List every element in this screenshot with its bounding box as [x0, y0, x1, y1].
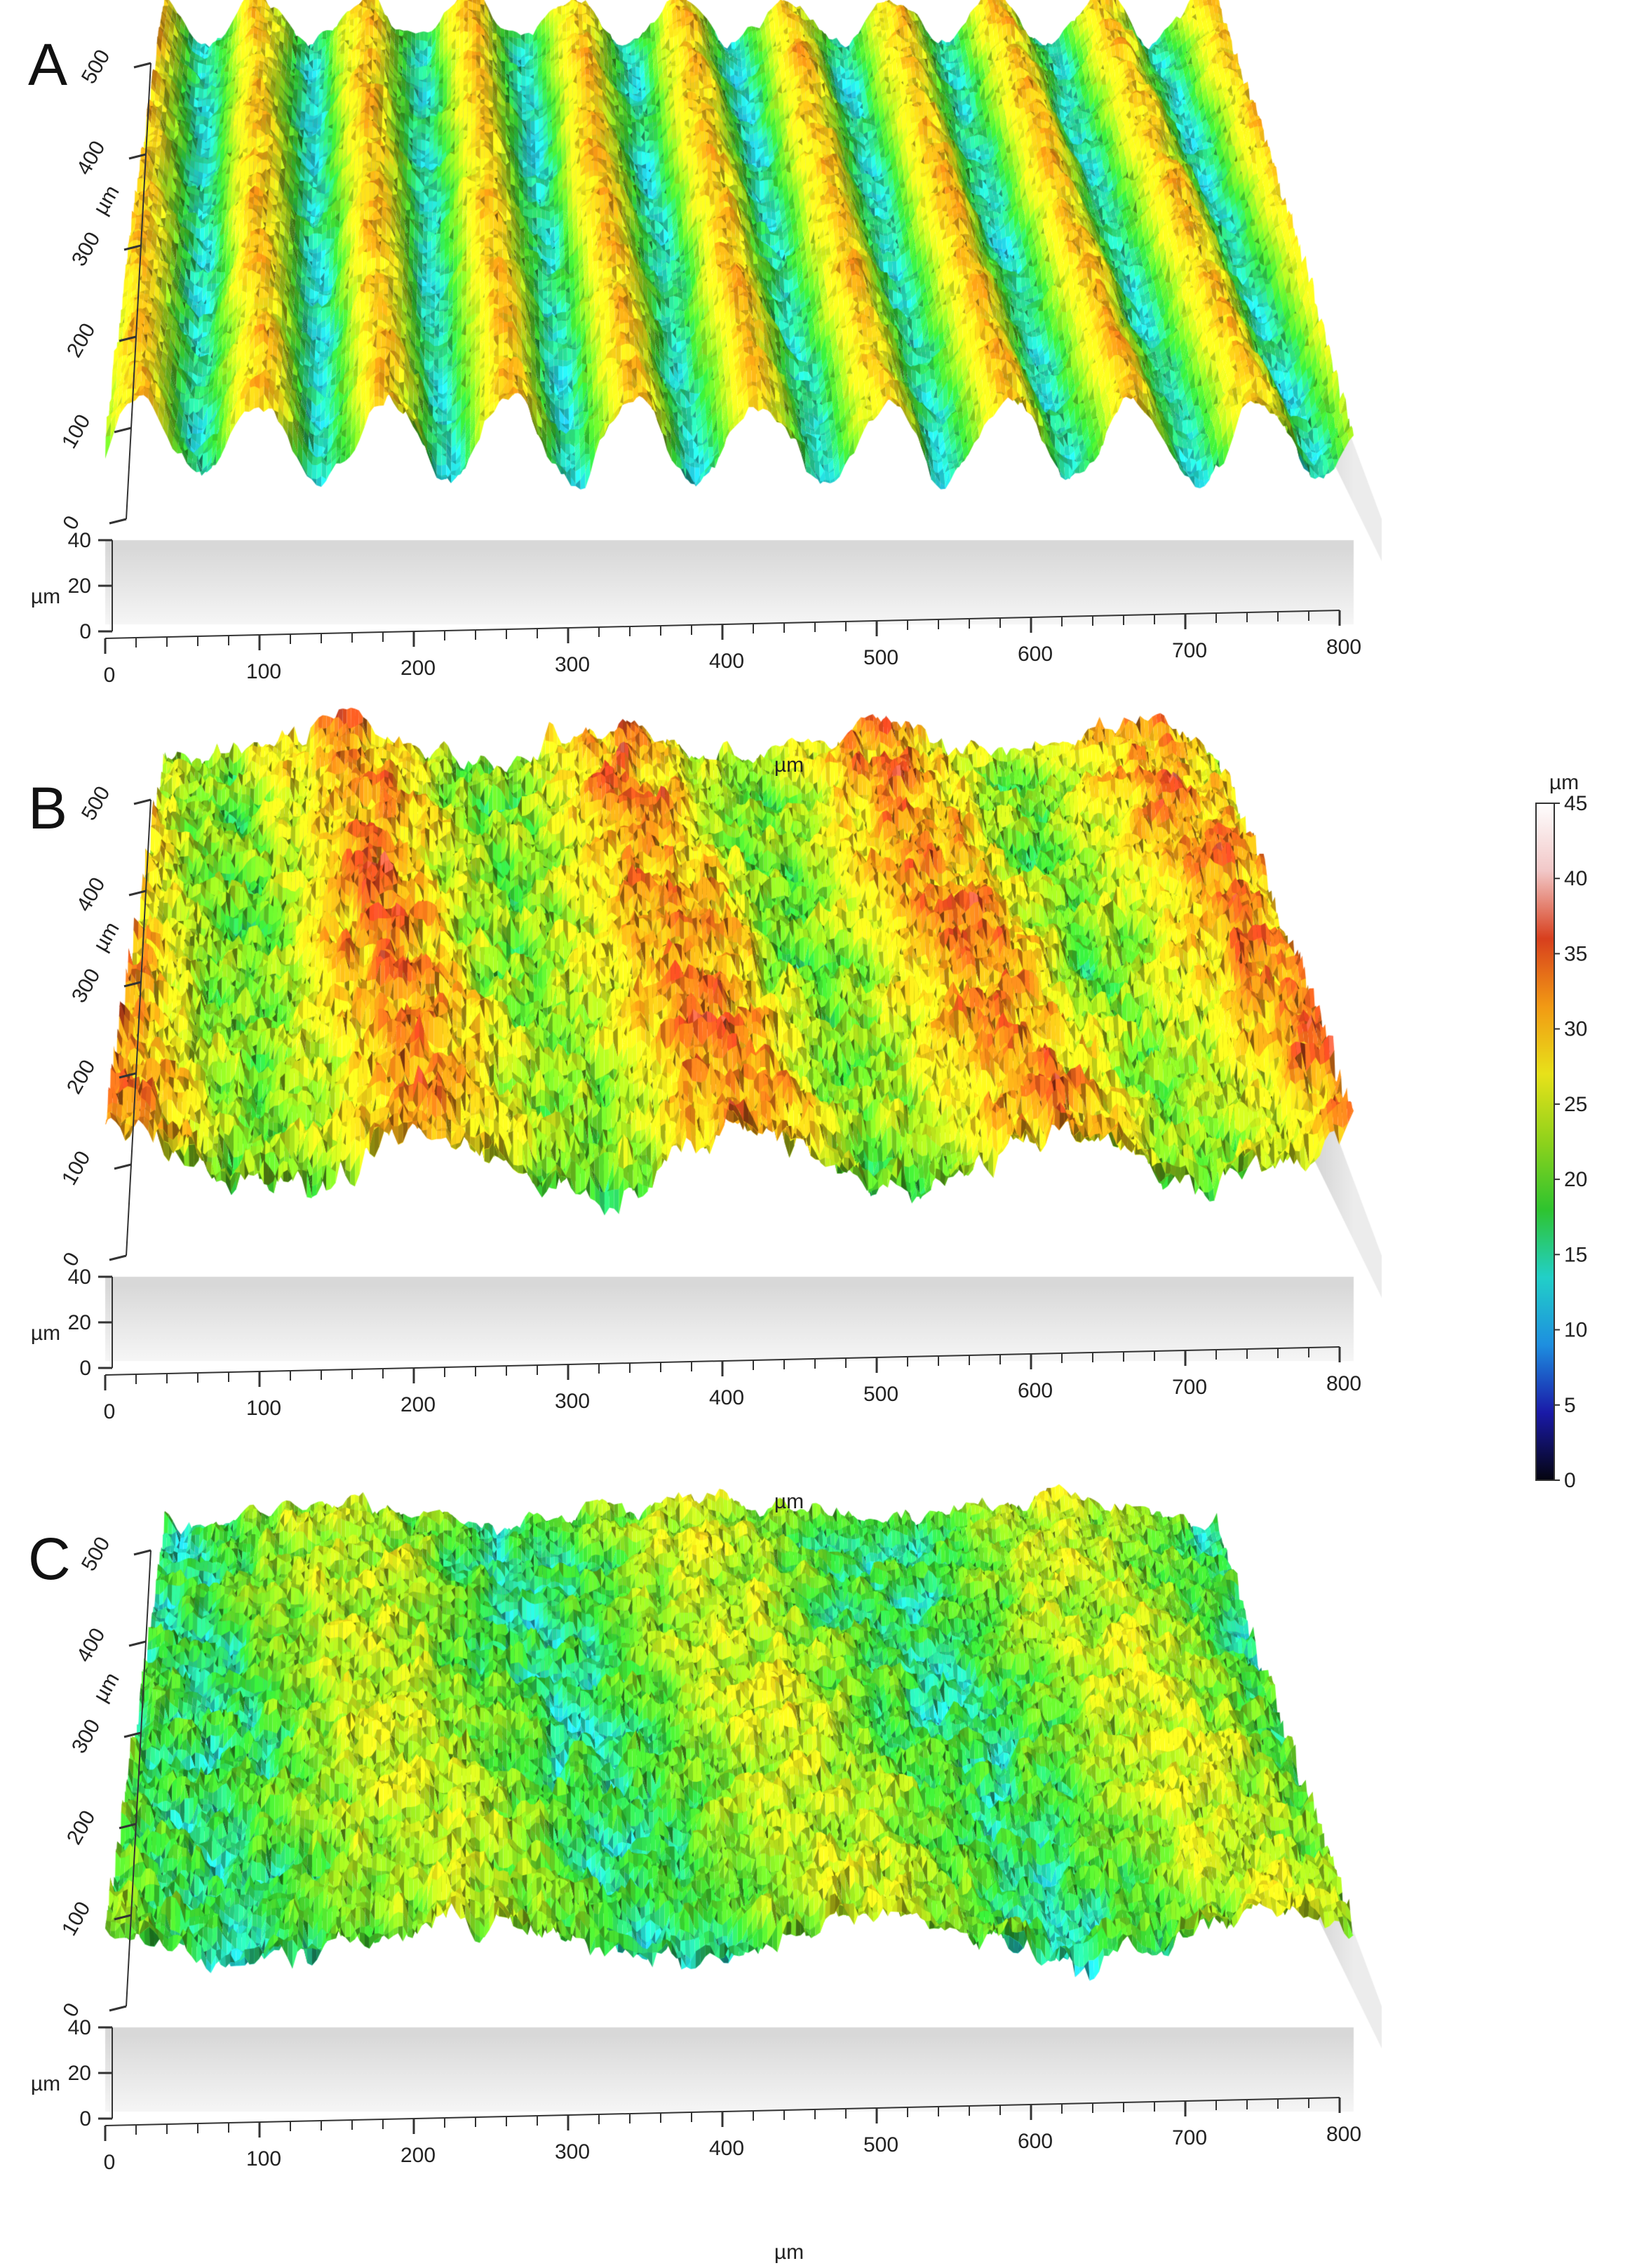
- y-tick-0: [109, 2005, 127, 2012]
- x-tick-label-400: 400: [709, 2137, 744, 2160]
- x-tick-label-500: 500: [863, 1383, 898, 1406]
- x-axis-label: µm: [774, 1490, 804, 1513]
- y-axis-line: [126, 799, 151, 1256]
- x-tick-label-500: 500: [863, 2133, 898, 2156]
- z-tick-label-20: 20: [68, 575, 91, 598]
- y-tick-label-500: 500: [77, 782, 115, 824]
- x-tick-label-600: 600: [1018, 643, 1053, 666]
- y-axis-label: µm: [89, 182, 124, 219]
- x-tick-label-0: 0: [104, 1400, 116, 1423]
- y-tick-500: [133, 62, 151, 69]
- y-axis-line: [126, 1550, 151, 2007]
- colorbar-tick-label-15: 15: [1564, 1243, 1587, 1266]
- x-tick-label-100: 100: [246, 660, 281, 683]
- y-tick-100: [114, 1914, 132, 1921]
- y-tick-500: [133, 798, 151, 805]
- y-tick-label-200: 200: [62, 1056, 100, 1098]
- x-axis-label: µm: [774, 2241, 804, 2264]
- panel-label-b: B: [28, 775, 68, 841]
- y-tick-label-400: 400: [72, 1624, 110, 1666]
- colorbar-tick-label-25: 25: [1564, 1093, 1587, 1116]
- x-tick-label-400: 400: [709, 1386, 744, 1409]
- y-tick-100: [114, 1163, 132, 1170]
- x-tick-label-100: 100: [246, 1397, 281, 1420]
- z-tick-label-40: 40: [68, 2016, 91, 2039]
- x-tick-label-300: 300: [555, 1390, 590, 1413]
- y-tick-400: [128, 1640, 147, 1647]
- y-tick-300: [123, 981, 142, 988]
- colorbar-unit-label: µm: [1549, 771, 1579, 794]
- colorbar-tick-label-40: 40: [1564, 867, 1587, 890]
- y-tick-label-300: 300: [67, 1715, 105, 1757]
- x-tick-label-100: 100: [246, 2147, 281, 2170]
- y-tick-label-100: 100: [58, 1147, 95, 1189]
- x-tick-label-800: 800: [1326, 1372, 1361, 1395]
- colorbar-tick-label-5: 5: [1564, 1394, 1576, 1417]
- x-tick-label-600: 600: [1018, 1379, 1053, 1402]
- y-tick-label-100: 100: [58, 1898, 95, 1940]
- y-tick-200: [119, 335, 137, 342]
- colorbar-tick-label-45: 45: [1564, 792, 1587, 815]
- y-tick-label-400: 400: [72, 137, 110, 179]
- y-axis-label: µm: [89, 918, 124, 955]
- z-tick-label-0: 0: [79, 620, 91, 643]
- x-tick-label-700: 700: [1172, 639, 1207, 662]
- colorbar-tick-label-20: 20: [1564, 1168, 1587, 1191]
- y-tick-300: [123, 1731, 142, 1738]
- z-tick-label-20: 20: [68, 1311, 91, 1334]
- colorbar-tick-label-0: 0: [1564, 1469, 1576, 1492]
- y-tick-0: [109, 1254, 127, 1261]
- x-tick-label-500: 500: [863, 646, 898, 669]
- panel-label-c: C: [28, 1526, 71, 1592]
- z-tick-label-0: 0: [79, 2107, 91, 2131]
- y-tick-200: [119, 1823, 137, 1830]
- y-tick-label-400: 400: [72, 873, 110, 915]
- y-tick-400: [128, 153, 147, 160]
- x-axis-label: µm: [774, 753, 804, 777]
- z-axis-label: µm: [31, 585, 60, 608]
- y-axis-line: [126, 62, 151, 520]
- x-tick-label-700: 700: [1172, 2126, 1207, 2149]
- y-tick-label-200: 200: [62, 1806, 100, 1848]
- y-tick-300: [123, 244, 142, 251]
- colorbar: [1535, 803, 1555, 1481]
- y-tick-label-100: 100: [58, 410, 95, 452]
- y-axis-label: µm: [89, 1669, 124, 1706]
- y-tick-400: [128, 890, 147, 897]
- x-tick-label-800: 800: [1326, 2123, 1361, 2146]
- x-tick-label-0: 0: [104, 664, 116, 687]
- x-tick-label-200: 200: [400, 1393, 436, 1416]
- colorbar-tick-label-35: 35: [1564, 942, 1587, 965]
- z-tick-label-40: 40: [68, 529, 91, 552]
- x-tick-label-300: 300: [555, 2140, 590, 2163]
- z-tick-label-0: 0: [79, 1357, 91, 1380]
- x-tick-label-800: 800: [1326, 636, 1361, 659]
- y-tick-label-500: 500: [77, 1533, 115, 1575]
- x-tick-label-700: 700: [1172, 1376, 1207, 1399]
- z-axis-label: µm: [31, 1322, 60, 1345]
- x-tick-label-300: 300: [555, 653, 590, 676]
- y-tick-label-500: 500: [77, 46, 115, 88]
- x-tick-label-200: 200: [400, 657, 436, 680]
- y-tick-label-300: 300: [67, 228, 105, 270]
- z-tick-label-20: 20: [68, 2062, 91, 2085]
- x-tick-label-200: 200: [400, 2144, 436, 2167]
- x-tick-label-0: 0: [104, 2151, 116, 2174]
- y-tick-label-300: 300: [67, 965, 105, 1007]
- y-tick-200: [119, 1072, 137, 1079]
- y-tick-500: [133, 1549, 151, 1556]
- y-tick-100: [114, 427, 132, 434]
- x-tick-label-600: 600: [1018, 2130, 1053, 2153]
- panel-label-a: A: [28, 32, 68, 98]
- x-tick-label-400: 400: [709, 650, 744, 673]
- y-tick-label-200: 200: [62, 319, 100, 361]
- colorbar-tick-label-30: 30: [1564, 1018, 1587, 1041]
- colorbar-tick-label-10: 10: [1564, 1319, 1587, 1342]
- z-tick-label-40: 40: [68, 1266, 91, 1289]
- z-axis-label: µm: [31, 2072, 60, 2095]
- y-tick-0: [109, 518, 127, 525]
